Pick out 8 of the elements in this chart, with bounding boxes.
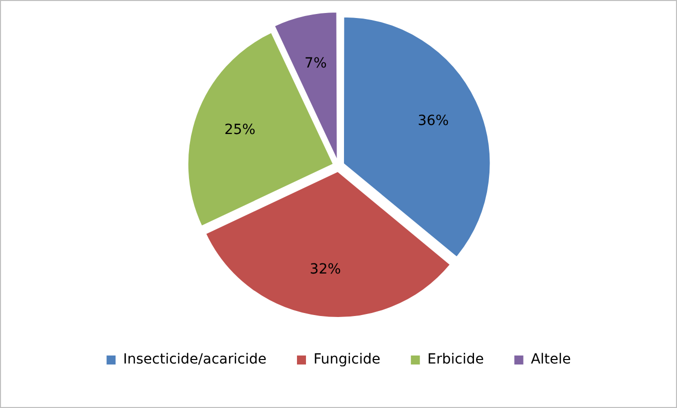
legend-label: Erbicide (427, 352, 484, 368)
legend-label: Altele (530, 352, 571, 368)
legend-label: Insecticide/acaricide (123, 352, 266, 368)
data-label: 36% (418, 113, 449, 130)
data-label: 32% (310, 262, 341, 278)
data-label: 25% (224, 122, 256, 138)
data-label: 7% (304, 55, 327, 72)
legend-label: Fungicide (313, 352, 380, 368)
